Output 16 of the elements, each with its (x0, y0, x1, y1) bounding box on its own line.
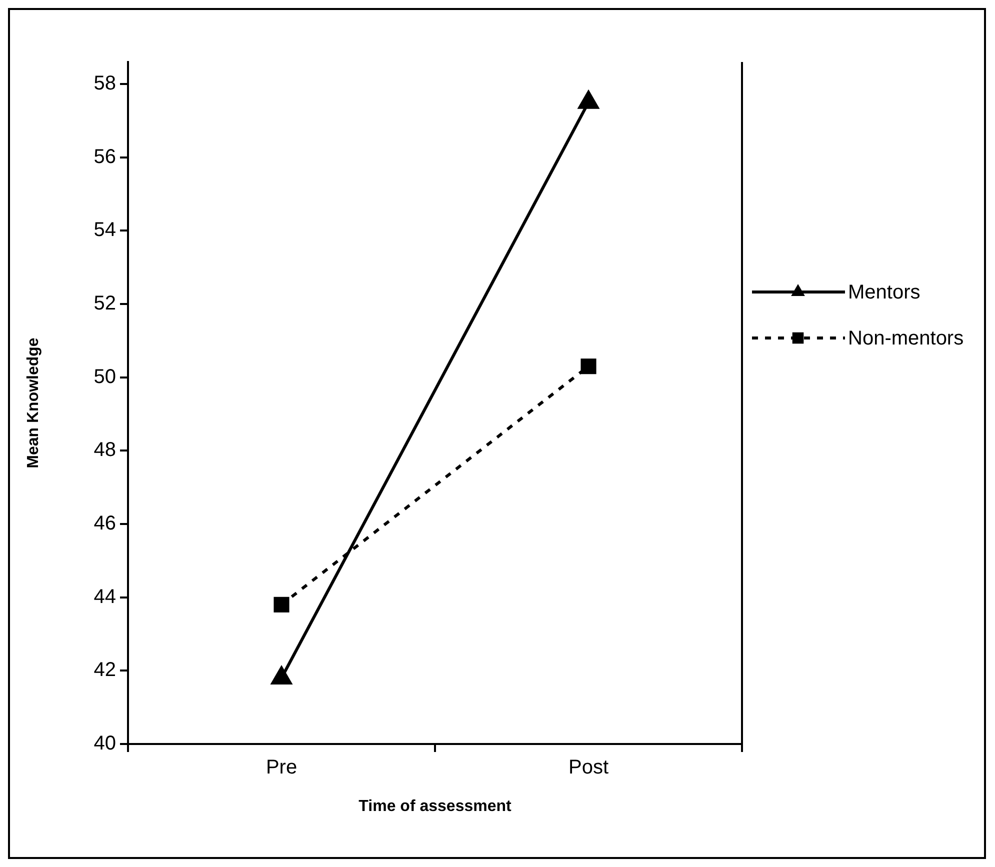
y-tick-label: 46 (94, 512, 116, 535)
y-tick-label: 54 (94, 219, 116, 242)
y-tick-label: 56 (94, 146, 116, 168)
y-tick-label: 42 (94, 659, 116, 682)
x-tick-label: Pre (266, 756, 298, 779)
y-tick-label: 44 (94, 586, 116, 608)
x-tick-label: Post (568, 756, 609, 779)
legend-label: Mentors (848, 282, 920, 304)
y-tick-label: 58 (94, 72, 116, 95)
legend-label: Non-mentors (848, 328, 964, 350)
y-tick-label: 52 (94, 292, 116, 315)
y-tick-label: 50 (94, 366, 116, 388)
y-tick-label: 40 (94, 732, 116, 755)
x-axis-title: Time of assessment (358, 798, 512, 815)
y-tick-label: 48 (94, 439, 116, 462)
y-axis-title: Mean Knowledge (25, 338, 42, 468)
